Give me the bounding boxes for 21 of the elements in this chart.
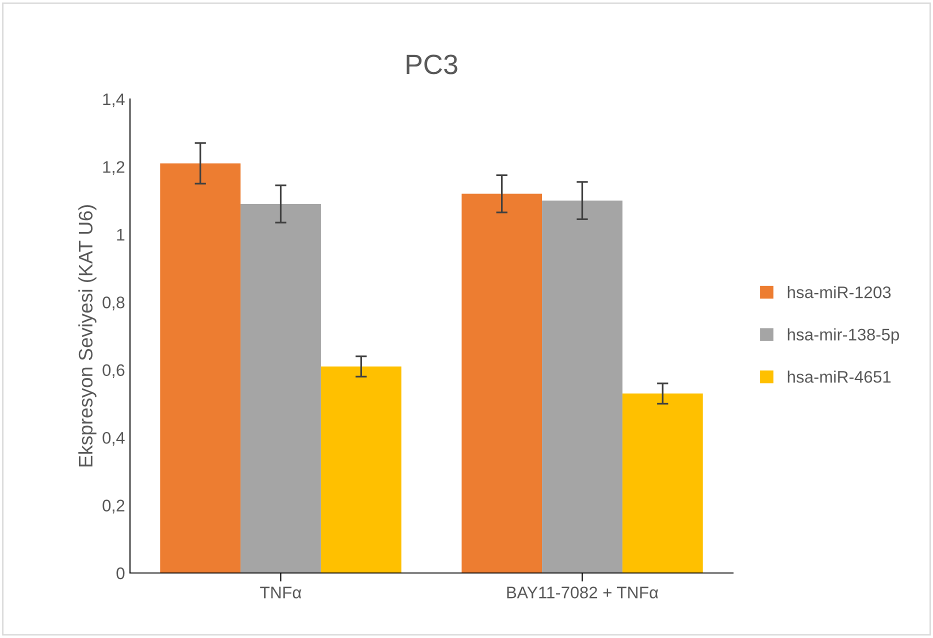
chart-title: PC3 (406, 54, 458, 74)
legend-label: hsa-mir-138-5p (788, 328, 900, 344)
y-tick-label: 1,4 (103, 94, 125, 108)
bar (320, 366, 402, 573)
bar (240, 204, 321, 573)
y-tick-label: 0,4 (102, 432, 125, 446)
legend-label: hsa-miR-1203 (788, 286, 891, 298)
bar (622, 394, 703, 573)
bar (160, 163, 241, 573)
y-axis-title: Ekspresyon Seviyesi (KAT U6) (78, 205, 96, 466)
y-tick-label: 0 (116, 567, 124, 580)
legend-label: hsa-miR-4651 (788, 370, 891, 383)
y-tick-label: 0,6 (102, 364, 124, 378)
x-tick-label: TNFα (260, 586, 302, 598)
x-tick-label: BAY11-7082 + TNFα (507, 586, 658, 598)
y-tick-label: 1,2 (103, 161, 124, 175)
y-tick-label: 0,8 (102, 296, 124, 310)
y-tick-label: 1 (117, 229, 124, 240)
bar (462, 194, 542, 573)
bar (542, 200, 622, 573)
y-tick-label: 0,2 (102, 500, 124, 514)
